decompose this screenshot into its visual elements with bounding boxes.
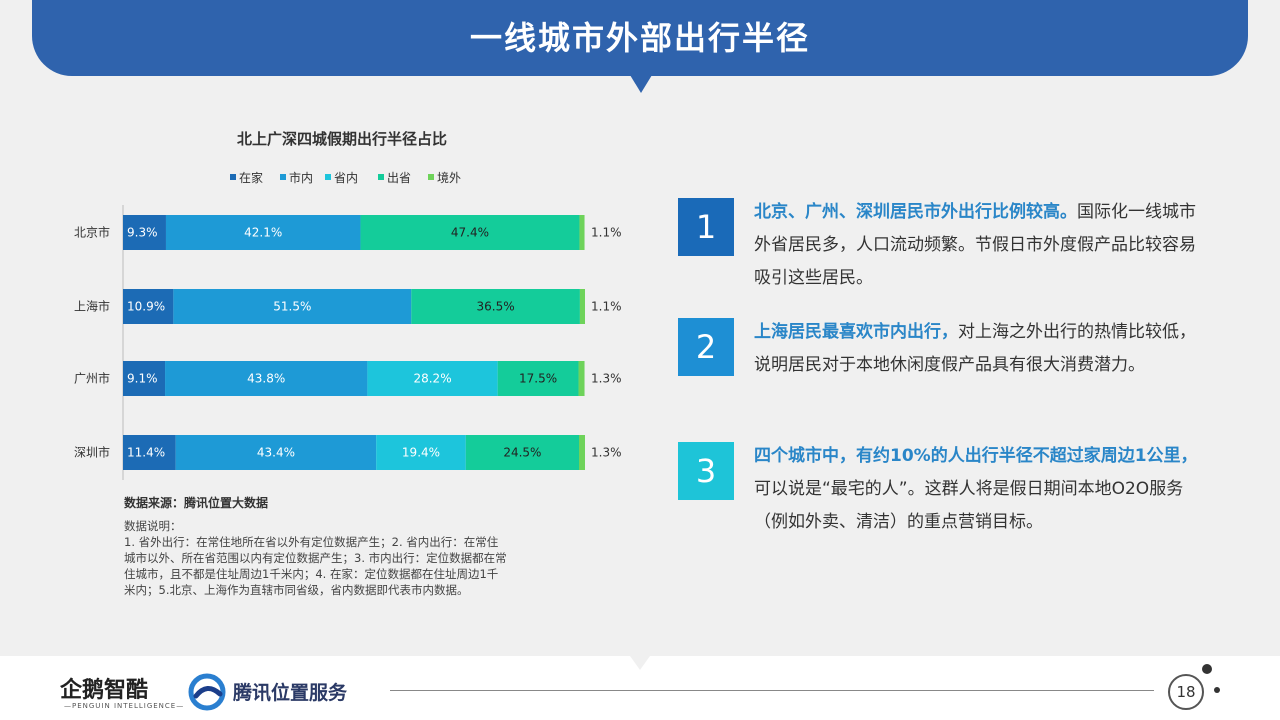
footer-divider	[390, 690, 1154, 691]
legend-swatch	[230, 174, 236, 180]
page-title: 一线城市外部出行半径	[469, 19, 810, 57]
bar-segment	[123, 435, 176, 470]
bar-segment	[175, 435, 377, 470]
legend-swatch	[325, 174, 331, 180]
data-label: 43.4%	[257, 446, 295, 460]
note-line: 城市以外、所在省范围以内有定位数据产生；3. 市内出行：定位数据都在常	[124, 551, 507, 565]
bar-segment	[376, 435, 466, 470]
data-label: 17.5%	[519, 372, 557, 386]
legend-swatch	[280, 174, 286, 180]
key-point-number: 1	[678, 198, 734, 256]
note-line: 米内；5.北京、上海作为直辖市同省级，省内数据即代表市内数据。	[124, 583, 469, 597]
category-label: 深圳市	[74, 445, 110, 460]
bar-segment	[123, 361, 166, 396]
key-point-highlight: 上海居民最喜欢市内出行，	[754, 322, 958, 342]
data-label: 36.5%	[477, 300, 515, 314]
bar-segment	[123, 289, 174, 324]
data-label: 10.9%	[127, 300, 165, 314]
data-label: 1.1%	[591, 226, 622, 240]
data-label: 9.1%	[127, 372, 158, 386]
data-label: 24.5%	[503, 446, 541, 460]
bar-segment	[497, 361, 579, 396]
data-label: 19.4%	[402, 446, 440, 460]
penguin-logo-subtitle: —PENGUIN INTELLIGENCE—	[64, 702, 185, 710]
bar-segment	[578, 361, 585, 396]
key-point-body: 可以说是“最宅的人”。这群人将是假日期间本地O2O服务（例如外卖、清洁）的重点营…	[754, 479, 1184, 532]
data-label: 9.3%	[127, 226, 158, 240]
legend-label: 境外	[437, 170, 461, 185]
data-source: 数据来源：腾讯位置大数据	[124, 496, 269, 510]
category-label: 北京市	[74, 225, 110, 240]
decor-dot	[1202, 664, 1212, 674]
data-label: 1.1%	[591, 300, 622, 314]
bar-segment	[579, 289, 585, 324]
note-line: 数据说明：	[124, 519, 182, 533]
legend-label: 市内	[289, 170, 313, 185]
bar-segment	[578, 435, 585, 470]
bar-segment	[123, 215, 166, 250]
legend-label: 出省	[387, 171, 411, 185]
legend-swatch	[428, 174, 434, 180]
key-point-number: 3	[678, 442, 734, 500]
bar-segment	[367, 361, 498, 396]
decor-dot	[1214, 687, 1220, 693]
key-point-body: 国际化一线城市外省居民多，人口流动频繁。节假日市外度假产品比较容易吸引这些居民。	[754, 202, 1196, 288]
key-point-text: 北京、广州、深圳居民市外出行比例较高。国际化一线城市外省居民多，人口流动频繁。节…	[754, 196, 1199, 295]
key-point-highlight: 北京、广州、深圳居民市外出行比例较高。	[754, 202, 1077, 222]
key-point-text: 四个城市中，有约10%的人出行半径不超过家周边1公里， 可以说是“最宅的人”。这群…	[754, 440, 1199, 539]
penguin-logo: 企鹅智酷	[60, 678, 149, 703]
footer-notch	[630, 656, 650, 670]
note-line: 1. 省外出行：在常住地所在省以外有定位数据产生；2. 省内出行：在常住	[124, 535, 499, 549]
tencent-location-logo: 腾讯位置服务	[233, 682, 348, 704]
legend-label: 省内	[334, 171, 358, 185]
data-label: 51.5%	[273, 300, 311, 314]
data-label: 11.4%	[127, 446, 165, 460]
key-point-number: 2	[678, 318, 734, 376]
bar-segment	[411, 289, 580, 324]
page-number: 18	[1168, 674, 1204, 710]
chart-title: 北上广深四城假期出行半径占比	[237, 130, 447, 148]
data-label: 42.1%	[244, 226, 282, 240]
category-label: 上海市	[74, 299, 110, 314]
category-label: 广州市	[74, 371, 110, 386]
data-label: 1.3%	[591, 446, 622, 460]
legend-swatch	[378, 174, 384, 180]
header-banner	[32, 0, 1248, 76]
data-label: 47.4%	[451, 226, 489, 240]
key-point-body: 对上海之外出行的热情比较低，说明居民对于本地休闲度假产品具有很大消费潜力。	[754, 322, 1196, 375]
bar-segment	[165, 361, 368, 396]
data-label: 43.8%	[247, 372, 285, 386]
header-notch	[630, 75, 652, 93]
data-label: 28.2%	[413, 372, 451, 386]
bar-segment	[173, 289, 412, 324]
data-label: 1.3%	[591, 372, 622, 386]
data-notes: 数据说明： 1. 省外出行：在常住地所在省以外有定位数据产生；2. 省内出行：在…	[124, 518, 596, 598]
note-line: 住城市，且不都是住址周边1千米内；4. 在家：定位数据都在住址周边1千	[124, 567, 499, 581]
bar-segment	[360, 215, 580, 250]
bar-segment	[579, 215, 585, 250]
bar-segment	[465, 435, 579, 470]
tencent-location-icon	[188, 673, 226, 711]
key-point-text: 上海居民最喜欢市内出行，对上海之外出行的热情比较低，说明居民对于本地休闲度假产品…	[754, 316, 1199, 382]
bar-segment	[165, 215, 361, 250]
key-point-highlight: 四个城市中，有约10%的人出行半径不超过家周边1公里，	[754, 446, 1198, 466]
legend-label: 在家	[239, 170, 263, 185]
